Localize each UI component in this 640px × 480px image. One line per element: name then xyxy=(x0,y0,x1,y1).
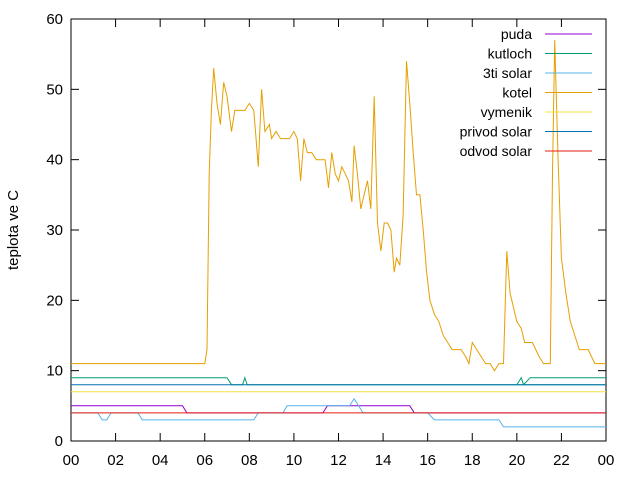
x-tick-label: 18 xyxy=(464,452,481,469)
x-tick-label: 04 xyxy=(152,452,169,469)
legend: puda kutloch 3ti solar kotel vymenik privod s… xyxy=(460,26,592,159)
y-tick-label: 60 xyxy=(46,11,63,28)
legend-label: 3ti solar xyxy=(483,65,532,81)
y-axis-label: teplota ve C xyxy=(5,190,22,270)
x-tick-label: 10 xyxy=(286,452,303,469)
x-tick-label: 22 xyxy=(553,452,570,469)
x-tick-label: 20 xyxy=(508,452,525,469)
legend-label: kutloch xyxy=(488,46,532,62)
x-tick-label: 08 xyxy=(241,452,258,469)
y-tick-label: 20 xyxy=(46,292,63,309)
x-tick-label: 06 xyxy=(196,452,213,469)
x-tick-label: 16 xyxy=(419,452,436,469)
y-tick-label: 10 xyxy=(46,363,63,380)
y-axis-ticks: 0 10 20 30 40 50 60 xyxy=(46,11,606,450)
y-tick-label: 40 xyxy=(46,152,63,169)
legend-label: puda xyxy=(501,26,532,42)
x-axis-ticks: 00 02 04 06 08 10 12 14 16 18 20 22 00 xyxy=(63,19,615,469)
series-line-puda xyxy=(71,405,606,414)
x-tick-label: 12 xyxy=(330,452,347,469)
series-lines xyxy=(71,40,606,428)
x-tick-label: 00 xyxy=(63,452,80,469)
legend-label: odvod solar xyxy=(460,143,533,159)
x-tick-label: 14 xyxy=(375,452,392,469)
y-tick-label: 0 xyxy=(55,433,63,450)
x-tick-label: 02 xyxy=(107,452,124,469)
y-tick-label: 30 xyxy=(46,222,63,239)
x-tick-label: 00 xyxy=(598,452,615,469)
series-line-3ti-solar xyxy=(71,397,606,428)
series-line-kotel xyxy=(71,40,606,372)
y-tick-label: 50 xyxy=(46,81,63,98)
series-line-kutloch xyxy=(71,376,606,386)
legend-label: privod solar xyxy=(460,124,533,140)
legend-label: vymenik xyxy=(481,104,533,120)
legend-label: kotel xyxy=(502,85,532,101)
